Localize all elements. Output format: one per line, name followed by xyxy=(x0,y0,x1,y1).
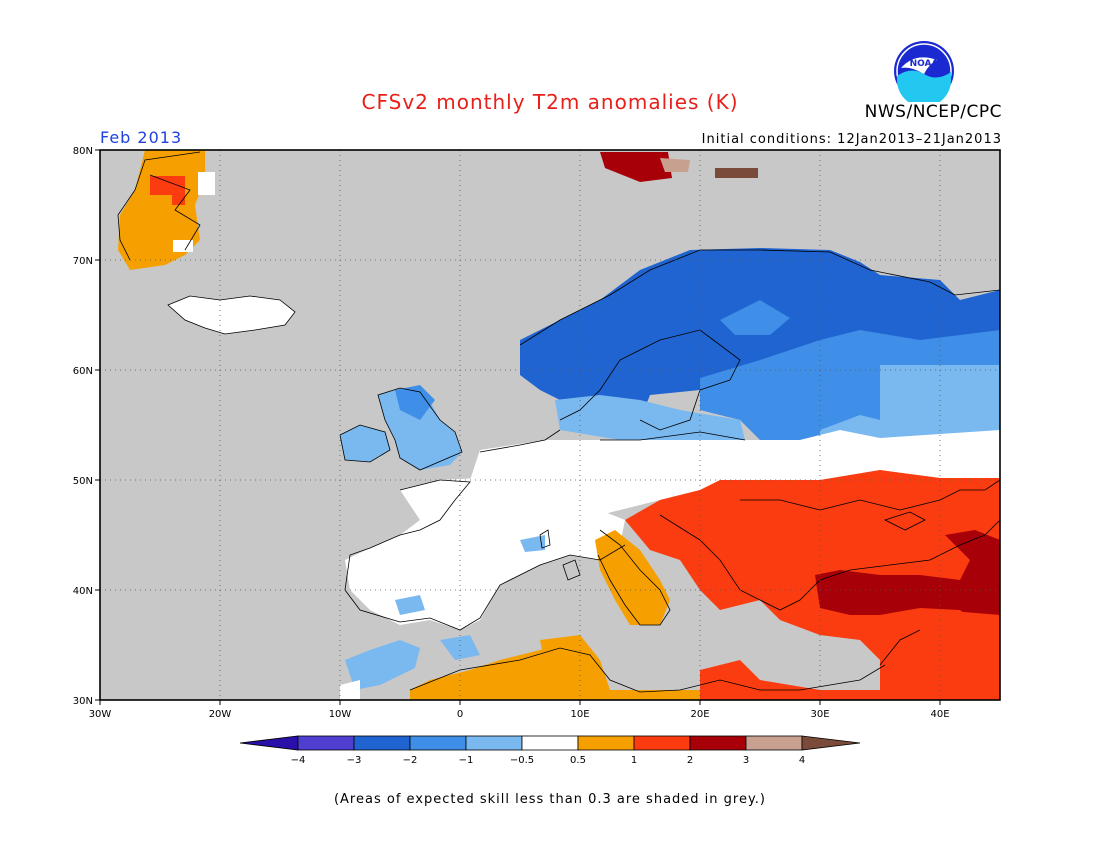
legend-tick-label: 1 xyxy=(631,755,637,766)
legend-swatch xyxy=(239,735,299,751)
noaa-logo-icon: NOAA xyxy=(894,41,954,102)
legend-swatch xyxy=(465,735,523,751)
legend-swatch xyxy=(409,735,467,751)
lon-label: 30W xyxy=(89,709,112,720)
latitude-labels: 80N 70N 60N 50N 40N 30N xyxy=(73,146,93,707)
initial-conditions-label: Initial conditions: 12Jan2013–21Jan2013 xyxy=(701,132,1002,147)
legend-swatch xyxy=(353,735,411,751)
lon-label: 0 xyxy=(457,709,463,720)
lon-label: 10E xyxy=(570,709,589,720)
skill-footnote: (Areas of expected skill less than 0.3 a… xyxy=(333,792,767,807)
lat-label: 80N xyxy=(73,146,93,157)
anomaly-field xyxy=(118,150,1000,700)
lon-label: 20E xyxy=(690,709,709,720)
legend-swatch xyxy=(689,735,747,751)
legend-tick-label: −1 xyxy=(459,755,474,766)
legend-swatch xyxy=(633,735,691,751)
graticule xyxy=(100,150,1000,700)
lat-label: 30N xyxy=(73,696,93,707)
lon-label: 40E xyxy=(930,709,949,720)
legend-tick-label: −2 xyxy=(403,755,418,766)
legend-swatch xyxy=(521,735,579,751)
map-title: CFSv2 monthly T2m anomalies (K) xyxy=(361,90,739,114)
lat-label: 40N xyxy=(73,586,93,597)
legend-swatch xyxy=(801,735,861,751)
legend-tick-label: 4 xyxy=(799,755,805,766)
longitude-labels: 30W 20W 10W 0 10E 20E 30E 40E xyxy=(89,709,950,720)
logo-text: NOAA xyxy=(910,59,939,69)
legend-tick-label: 2 xyxy=(687,755,693,766)
lat-label: 50N xyxy=(73,476,93,487)
organization-label: NWS/NCEP/CPC xyxy=(864,102,1002,122)
map-frame xyxy=(99,149,1001,701)
legend-tick-label: −4 xyxy=(291,755,306,766)
legend-tick-label: 0.5 xyxy=(570,755,586,766)
legend-tick-label: −0.5 xyxy=(510,755,534,766)
lat-label: 70N xyxy=(73,256,93,267)
lon-label: 30E xyxy=(810,709,829,720)
coastlines xyxy=(117,151,1001,693)
legend-swatch xyxy=(745,735,803,751)
lon-label: 20W xyxy=(209,709,232,720)
forecast-period: Feb 2013 xyxy=(100,128,183,147)
legend-swatch xyxy=(297,735,355,751)
legend-swatch xyxy=(577,735,635,751)
lat-label: 60N xyxy=(73,366,93,377)
lon-label: 10W xyxy=(329,709,352,720)
legend-tick-label: 3 xyxy=(743,755,749,766)
legend-tick-label: −3 xyxy=(347,755,362,766)
color-legend: −4 −3 −2 −1 −0.5 0.5 1 2 3 4 xyxy=(239,735,861,766)
